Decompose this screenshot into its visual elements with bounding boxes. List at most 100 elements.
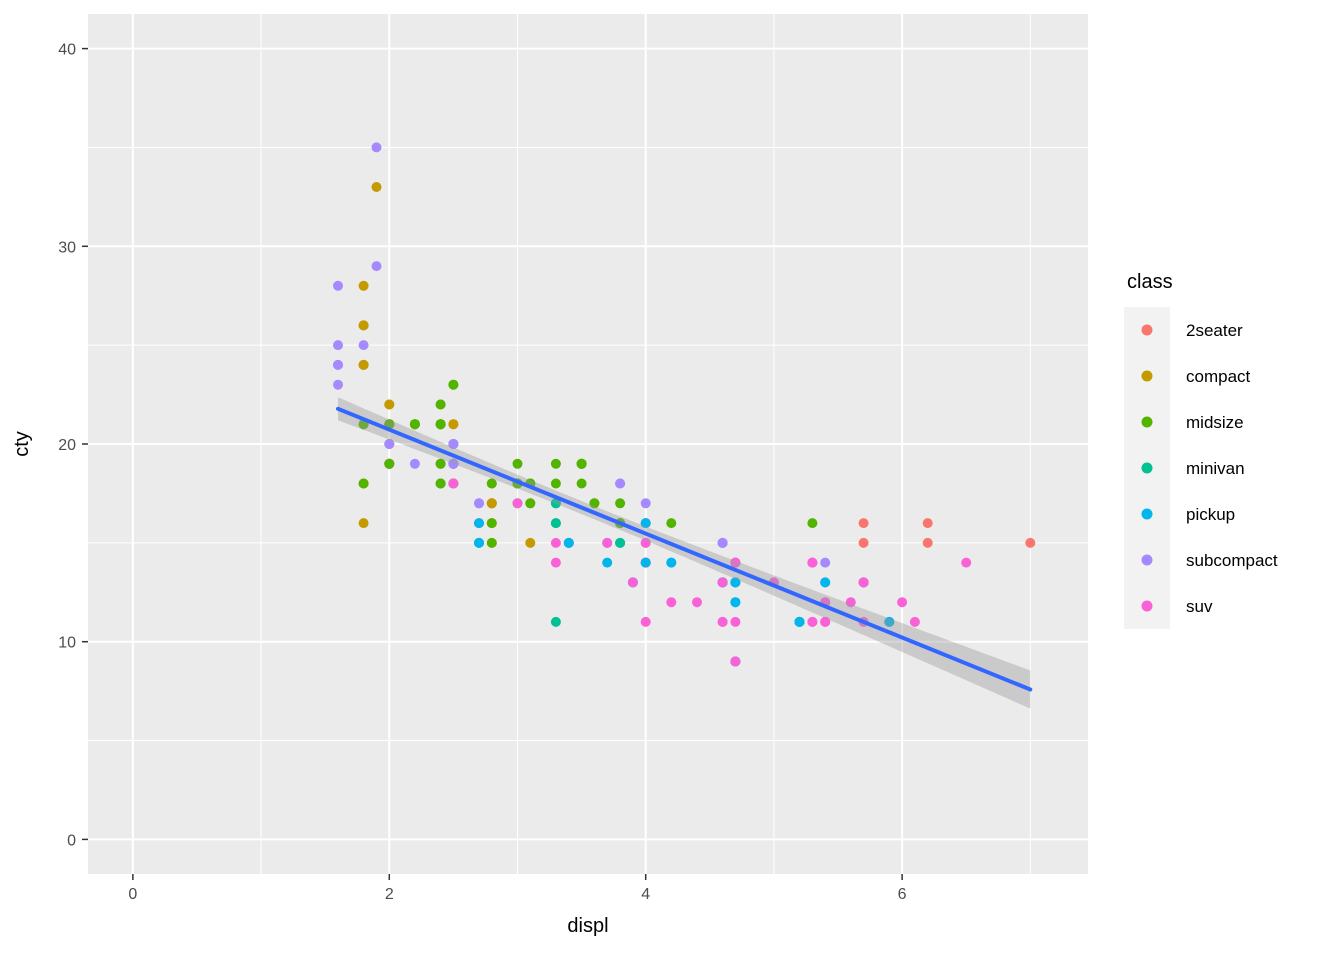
data-point bbox=[550, 616, 561, 627]
data-point bbox=[550, 537, 561, 548]
data-point bbox=[486, 498, 497, 509]
data-point bbox=[448, 419, 459, 430]
data-point bbox=[820, 557, 831, 568]
data-point bbox=[640, 557, 651, 568]
data-point bbox=[525, 537, 536, 548]
data-point bbox=[358, 518, 369, 529]
data-point bbox=[730, 557, 741, 568]
data-point bbox=[717, 537, 728, 548]
data-point bbox=[794, 616, 805, 627]
data-point bbox=[384, 399, 395, 410]
data-point bbox=[858, 518, 869, 529]
legend-label-midsize: midsize bbox=[1186, 413, 1244, 432]
data-point bbox=[576, 478, 587, 489]
data-point bbox=[550, 458, 561, 469]
data-point bbox=[922, 518, 933, 529]
data-point bbox=[615, 498, 626, 509]
data-point bbox=[640, 616, 651, 627]
data-point bbox=[550, 478, 561, 489]
confidence-band bbox=[338, 397, 1031, 709]
y-tick-label: 0 bbox=[67, 832, 76, 849]
data-point bbox=[333, 340, 343, 351]
y-tick-label: 10 bbox=[58, 635, 76, 652]
x-tick-label: 2 bbox=[385, 886, 394, 903]
data-point bbox=[730, 597, 741, 608]
data-point bbox=[717, 577, 728, 588]
data-point bbox=[474, 518, 484, 529]
data-point bbox=[333, 379, 343, 390]
data-point bbox=[589, 498, 600, 509]
data-point bbox=[807, 616, 818, 627]
data-point bbox=[550, 498, 561, 509]
data-point bbox=[820, 616, 831, 627]
data-point bbox=[602, 537, 613, 548]
data-point bbox=[448, 478, 459, 489]
data-point bbox=[640, 498, 651, 509]
legend: 2seater compact midsize minivan pickup subcom… bbox=[1124, 307, 1278, 629]
data-point bbox=[730, 616, 741, 627]
legend-swatch-2seater bbox=[1141, 324, 1153, 336]
x-tick-label: 0 bbox=[128, 886, 137, 903]
data-point bbox=[435, 458, 446, 469]
legend-swatch-subcompact bbox=[1141, 554, 1153, 566]
legend-swatch-midsize bbox=[1141, 416, 1153, 428]
data-point bbox=[448, 458, 459, 469]
data-point bbox=[858, 537, 869, 548]
chart-layers: 0 2 4 6 0 10 20 30 40 2seater compact midsize miniva… bbox=[58, 14, 1278, 903]
data-point bbox=[448, 439, 459, 449]
legend-label-2seater: 2seater bbox=[1186, 321, 1243, 340]
data-point bbox=[640, 518, 651, 529]
data-point bbox=[666, 518, 677, 529]
legend-label-minivan: minivan bbox=[1186, 459, 1245, 478]
data-point bbox=[576, 458, 587, 469]
legend-label-compact: compact bbox=[1186, 367, 1251, 386]
legend-label-subcompact: subcompact bbox=[1186, 551, 1278, 570]
legend-title: class bbox=[1127, 271, 1173, 293]
data-point bbox=[717, 616, 728, 627]
legend-label-suv: suv bbox=[1186, 597, 1213, 616]
data-point bbox=[640, 537, 651, 548]
data-point bbox=[845, 597, 856, 608]
y-tick-label: 40 bbox=[58, 42, 76, 59]
data-point bbox=[897, 597, 908, 608]
data-point bbox=[525, 498, 536, 509]
data-point bbox=[602, 557, 613, 568]
data-point bbox=[486, 518, 497, 529]
data-point bbox=[884, 616, 895, 627]
data-point bbox=[358, 320, 369, 331]
data-point bbox=[358, 359, 369, 370]
data-point bbox=[550, 557, 561, 568]
data-point bbox=[486, 537, 497, 548]
data-point bbox=[922, 537, 933, 548]
x-tick-label: 4 bbox=[641, 886, 650, 903]
data-point bbox=[1025, 537, 1036, 548]
data-point bbox=[807, 518, 818, 529]
axis-ticks: 0 2 4 6 0 10 20 30 40 bbox=[58, 42, 906, 903]
data-point bbox=[730, 577, 741, 588]
data-point bbox=[858, 577, 869, 588]
data-point bbox=[627, 577, 638, 588]
data-point bbox=[409, 458, 420, 469]
legend-swatch-pickup bbox=[1141, 508, 1153, 520]
x-tick-label: 6 bbox=[898, 886, 907, 903]
data-point bbox=[409, 419, 420, 430]
legend-swatch-suv bbox=[1141, 600, 1153, 612]
legend-swatch-minivan bbox=[1141, 462, 1153, 474]
data-point bbox=[550, 518, 561, 529]
data-point bbox=[512, 498, 523, 509]
data-point bbox=[512, 458, 523, 469]
data-point bbox=[692, 597, 702, 608]
regression-line bbox=[336, 406, 1033, 692]
data-point bbox=[730, 656, 741, 667]
data-point bbox=[358, 340, 369, 351]
data-point bbox=[474, 537, 484, 548]
x-axis-title: displ bbox=[567, 915, 608, 937]
data-point bbox=[961, 557, 972, 568]
y-tick-label: 30 bbox=[58, 239, 76, 256]
data-point bbox=[358, 478, 369, 489]
data-point bbox=[371, 142, 382, 153]
legend-swatch-compact bbox=[1141, 370, 1153, 382]
data-point bbox=[486, 478, 497, 489]
data-point bbox=[615, 478, 626, 489]
